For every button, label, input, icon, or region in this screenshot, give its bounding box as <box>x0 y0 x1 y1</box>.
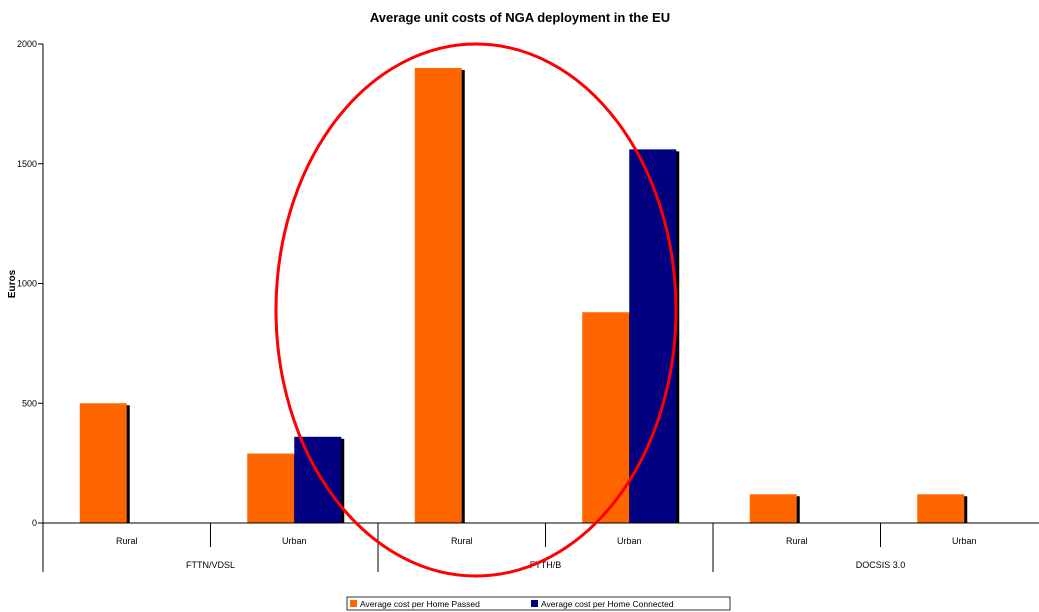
bars <box>79 67 968 523</box>
y-tick-label: 500 <box>22 398 37 408</box>
x-tick-label: Rural <box>451 536 473 546</box>
x-tick-label: Rural <box>786 536 808 546</box>
y-tick-label: 1000 <box>17 279 37 289</box>
annotation-ellipse <box>274 42 678 578</box>
x-tick-label: Rural <box>116 536 138 546</box>
group-label: FTTN/VDSL <box>186 560 235 570</box>
y-tick-label: 2000 <box>17 39 37 49</box>
legend-swatch <box>350 600 357 607</box>
chart-title: Average unit costs of NGA deployment in … <box>370 10 670 25</box>
bar-home-passed-3 <box>582 312 630 523</box>
legend-box <box>346 596 731 611</box>
bar-home-passed-2 <box>414 67 462 523</box>
y-tick-label: 1500 <box>17 159 37 169</box>
group-label: FTTH/B <box>530 560 562 570</box>
y-tick-label: 0 <box>32 518 37 528</box>
bar-home-connected-1 <box>294 436 342 523</box>
y-axis-label: Euros <box>7 269 18 298</box>
bar-home-passed-0 <box>79 403 127 523</box>
bar-home-passed-4 <box>749 494 797 523</box>
x-axis: Rural Urban Rural Urban Rural Urban FTTN/VDSL F… <box>42 522 1039 572</box>
bar-home-passed-5 <box>917 494 965 523</box>
x-tick-label: Urban <box>617 536 642 546</box>
legend-swatch <box>531 600 538 607</box>
x-tick-label: Urban <box>282 536 307 546</box>
legend-label: Average cost per Home Connected <box>541 599 674 609</box>
bar-home-passed-1 <box>247 453 295 523</box>
y-axis: 0 500 1000 1500 2000 <box>17 39 44 528</box>
group-label: DOCSIS 3.0 <box>856 560 906 570</box>
legend-label: Average cost per Home Passed <box>360 599 480 609</box>
bar-home-connected-3 <box>629 149 677 523</box>
x-tick-label: Urban <box>952 536 977 546</box>
legend: Average cost per Home Passed Average cost… <box>346 596 731 611</box>
